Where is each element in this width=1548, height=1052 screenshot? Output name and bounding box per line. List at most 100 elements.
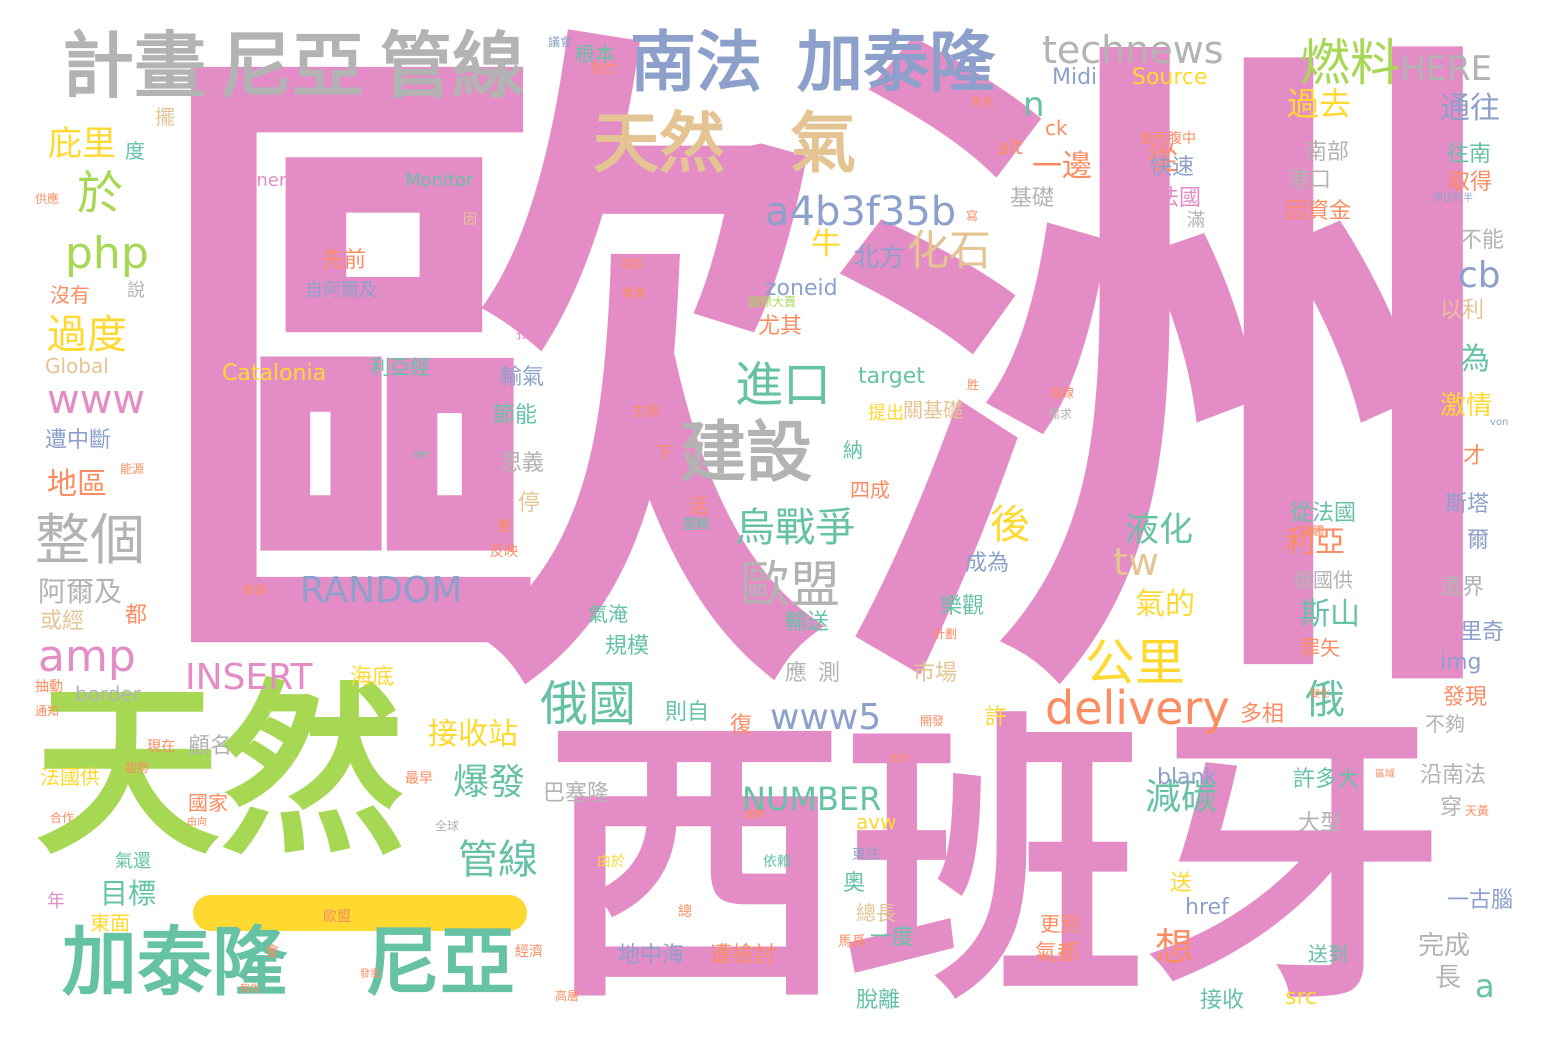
cloud-word: 接觸 <box>1300 524 1325 538</box>
cloud-word: 俄 <box>1305 677 1345 723</box>
cloud-word: 公里 <box>1085 634 1185 692</box>
cloud-word: 從 <box>1148 142 1178 177</box>
cloud-word: 測 <box>818 661 841 686</box>
cloud-word: 加泰隆 <box>797 24 995 101</box>
cloud-word: INSERT <box>185 657 313 698</box>
cloud-word: 市場 <box>913 661 958 686</box>
cloud-word: 不夠 <box>1425 712 1465 736</box>
cloud-word: 先前 <box>322 248 367 273</box>
cloud-word: 管線 <box>380 24 525 108</box>
cloud-word: 因 <box>463 212 477 228</box>
cloud-word: 國際大賣 <box>748 295 797 309</box>
cloud-word: 大型 <box>1298 811 1343 836</box>
cloud-word: 總 <box>678 904 692 920</box>
cloud-word: 需求 <box>1048 407 1073 421</box>
cloud-word: 根本 <box>575 42 615 66</box>
cloud-word: 長 <box>1435 963 1462 993</box>
cloud-word: 爆發 <box>453 762 526 803</box>
cloud-word: 俄國供 <box>1293 568 1353 592</box>
cloud-word: 里奇 <box>1460 620 1505 645</box>
cloud-word: 下 <box>655 443 673 464</box>
cloud-word: 度 <box>125 139 145 163</box>
cloud-word: 為 <box>1460 342 1490 377</box>
cloud-word: 牛 <box>811 227 841 262</box>
cloud-word: php <box>65 228 149 279</box>
cloud-word: 氣 <box>790 105 856 182</box>
cloud-word: 地中海 <box>618 943 685 968</box>
cloud-word: 胜 <box>967 378 980 392</box>
cloud-word: Source <box>1132 65 1208 90</box>
cloud-word: 則自 <box>665 700 710 725</box>
cloud-word: 利亞 <box>1285 525 1345 560</box>
cloud-word: 年 <box>47 891 65 912</box>
cloud-word: 通知 <box>35 704 60 718</box>
cloud-word: der <box>413 449 430 460</box>
cloud-word: 全球 <box>435 819 460 833</box>
cloud-word: 統計 <box>890 754 910 765</box>
cloud-word: 合作 <box>50 811 75 825</box>
cloud-word: 遺界 <box>1440 575 1485 600</box>
cloud-word: 不能 <box>1460 228 1505 253</box>
cloud-word: 過去 <box>1287 85 1352 123</box>
cloud-word: 往南 <box>1447 142 1492 167</box>
cloud-word: NUMBER <box>742 780 882 818</box>
cloud-word: 激情 <box>1440 391 1493 421</box>
cloud-word: 奧 <box>843 871 866 896</box>
cloud-word: 通往 <box>1440 91 1500 126</box>
cloud-word: 尼亞 <box>365 918 516 1006</box>
cloud-word: 液化 <box>1125 510 1193 550</box>
cloud-word: 能源 <box>120 462 145 476</box>
cloud-word: 關基礎 <box>903 398 963 422</box>
cloud-word: 加泰隆 <box>62 918 288 1006</box>
cloud-word: 區域 <box>1375 769 1395 780</box>
cloud-word: cb <box>1458 255 1501 296</box>
cloud-word: 樂觀 <box>940 594 985 619</box>
cloud-word: 建設 <box>680 414 812 491</box>
cloud-word: 變化 <box>1310 689 1330 700</box>
cloud-word: 因資金 <box>1285 199 1352 224</box>
cloud-word: 一古腦 <box>1447 888 1514 913</box>
cloud-word: 趨勢 <box>125 761 150 775</box>
cloud-word: 說 <box>127 280 145 301</box>
cloud-word: 氣還 <box>115 851 151 872</box>
cloud-word: 歐洲 <box>150 0 1510 775</box>
cloud-word: 經濟 <box>515 944 543 960</box>
cloud-word: 天然 <box>35 664 405 880</box>
cloud-word: 抽動 <box>35 679 63 695</box>
cloud-word: 燃料 <box>1300 34 1400 92</box>
cloud-word: 罪矢 <box>1300 636 1340 660</box>
cloud-word: 復 <box>730 713 753 738</box>
cloud-word: 規模 <box>605 634 650 659</box>
cloud-word: 想 <box>1155 925 1194 969</box>
cloud-word: border <box>75 682 142 706</box>
cloud-word: tw <box>1113 540 1159 584</box>
cloud-word: 輸送 <box>785 610 830 635</box>
cloud-word: 議會 <box>548 35 573 49</box>
cloud-word: 爾 <box>1467 528 1490 553</box>
cloud-word: 計劃 <box>933 627 958 641</box>
cloud-word: 於 <box>77 166 123 220</box>
cloud-word: 脫離 <box>856 988 901 1013</box>
cloud-word: 取得 <box>1448 170 1493 195</box>
cloud-word: 地區 <box>47 467 107 502</box>
cloud-word: 最早 <box>405 771 433 787</box>
cloud-word: technews <box>1042 28 1224 72</box>
cloud-word: 急忙 <box>590 61 618 77</box>
cloud-word: 依賴 <box>763 854 791 870</box>
cloud-word: 馬爲 <box>838 934 866 950</box>
cloud-word: 多相 <box>1240 702 1285 727</box>
cloud-word: 納 <box>843 438 863 462</box>
cloud-word: 氣淹 <box>588 602 628 626</box>
cloud-word: 自阿爾及 <box>305 280 377 301</box>
cloud-word: 四成 <box>850 478 890 502</box>
cloud-word: Energy <box>245 170 309 191</box>
cloud-word: 計畫 <box>62 24 207 108</box>
cloud-word: 俄國 <box>540 676 637 732</box>
cloud-word: amp <box>38 631 136 682</box>
cloud-word: 完成 <box>1418 931 1471 961</box>
cloud-word: 海底 <box>350 665 395 690</box>
cloud-word: src <box>1285 985 1318 1010</box>
cloud-word: 過度 <box>47 312 127 358</box>
cloud-word: 高層 <box>555 989 580 1003</box>
